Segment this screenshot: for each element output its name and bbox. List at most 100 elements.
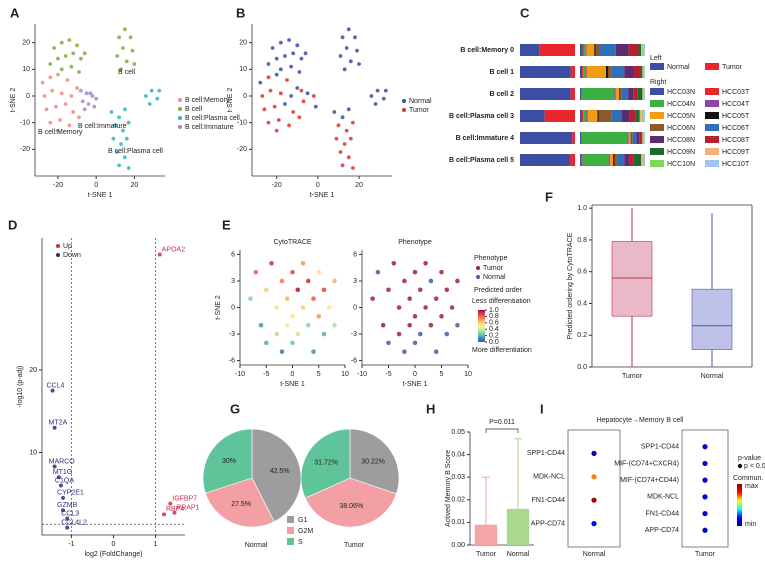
slice-label: 42.5% <box>270 468 290 475</box>
point <box>383 88 388 93</box>
bar-segment <box>640 66 643 78</box>
x-axis-label: t-SNE 1 <box>280 381 305 388</box>
colorbar-min: min <box>745 521 756 528</box>
point <box>439 269 444 275</box>
point <box>289 64 294 69</box>
point <box>157 88 162 93</box>
bar-segment <box>613 154 615 166</box>
legend-label: Normal <box>667 64 690 71</box>
legend-label: Tumor <box>409 107 430 114</box>
pie-slice <box>300 428 351 499</box>
point <box>119 142 123 146</box>
legend-swatch <box>705 63 719 70</box>
bar-segment <box>619 88 620 100</box>
legend-label: Down <box>63 252 81 259</box>
legend-label: HCC04T <box>722 101 750 108</box>
point <box>386 287 391 293</box>
point <box>274 305 280 310</box>
colorbar-tick-label: 0.2 <box>489 332 499 339</box>
point <box>283 102 287 106</box>
bar-segment <box>632 132 637 144</box>
y-tick-label: -10 <box>20 120 30 127</box>
point <box>350 166 355 170</box>
dot <box>591 521 597 527</box>
bar-segment <box>641 132 643 144</box>
point-label: MARCO <box>49 458 76 465</box>
point <box>172 510 177 515</box>
bar-segment <box>581 132 628 144</box>
point <box>78 56 83 61</box>
colorbar-tick-label: 0.0 <box>489 339 499 346</box>
point <box>344 46 349 50</box>
y-tick-label: 3 <box>231 278 235 285</box>
point <box>348 136 353 141</box>
pie-name: Normal <box>245 542 268 549</box>
y-tick-label: 0.2 <box>577 332 587 339</box>
colorbar-title: Predicted order <box>474 287 523 294</box>
panel-letter: I <box>540 401 544 416</box>
bar-segment <box>570 66 575 78</box>
bar-segment <box>580 110 582 122</box>
bar-segment <box>642 110 644 122</box>
bar-segment <box>639 110 643 122</box>
bar-segment <box>628 44 639 56</box>
point <box>311 296 316 301</box>
x-tick-label: 1 <box>154 541 158 548</box>
point <box>455 278 460 284</box>
x-tick-label: 0 <box>316 182 320 189</box>
legend-label: HCC04N <box>667 101 695 108</box>
pair-label: APP-CD74 <box>645 527 679 534</box>
point <box>346 27 351 32</box>
bar-segment <box>580 44 583 56</box>
pair-label: APP-CD74 <box>531 520 565 527</box>
bar-segment <box>586 66 606 78</box>
point <box>274 128 279 133</box>
point <box>82 51 87 56</box>
y-axis-label: t-SNE 2 <box>215 295 222 320</box>
x-axis-label: t-SNE 1 <box>403 381 428 388</box>
point <box>396 331 402 337</box>
y-tick-label: 0 <box>26 93 30 100</box>
point <box>348 59 353 64</box>
bar-segment <box>624 66 634 78</box>
point <box>82 107 87 112</box>
y-tick-label: 10 <box>239 66 247 73</box>
point <box>124 59 129 64</box>
point <box>56 72 60 77</box>
bar-segment <box>594 44 596 56</box>
legend-title: Commun. Prob. <box>733 475 765 482</box>
point <box>274 331 280 337</box>
point <box>291 51 296 56</box>
bar-segment <box>582 44 584 56</box>
row-label: B cell:Plasma cell 3 <box>449 113 514 120</box>
point <box>253 269 259 275</box>
legend-marker <box>402 99 406 103</box>
point <box>418 331 423 337</box>
y-tick-label: 1.0 <box>577 205 587 212</box>
point <box>283 54 287 58</box>
point-label: GZMB <box>57 502 78 509</box>
legend-swatch <box>650 148 664 155</box>
point <box>71 110 76 114</box>
legend-label: G1 <box>298 517 307 524</box>
point <box>168 501 173 506</box>
annotation: B cell:Plasma cell <box>108 148 163 155</box>
point <box>67 38 72 42</box>
bar-segment <box>520 88 571 100</box>
legend-swatch <box>650 100 664 107</box>
slice-label: 31.72% <box>314 459 338 466</box>
bar <box>506 508 530 545</box>
bar-segment <box>633 154 642 166</box>
bar-segment <box>580 88 582 100</box>
bar-segment <box>611 66 625 78</box>
point <box>357 62 361 66</box>
legend-label: B cell:Memory <box>185 97 230 104</box>
point-label: RBP4 <box>166 506 184 513</box>
y-tick-label: 3 <box>353 278 357 285</box>
bar-segment <box>580 132 582 144</box>
colorbar-max: max <box>745 483 759 490</box>
bar-segment <box>607 66 612 78</box>
point <box>65 525 70 530</box>
point <box>340 35 345 40</box>
